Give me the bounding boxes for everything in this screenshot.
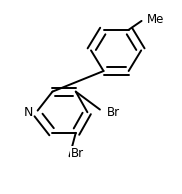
Text: Me: Me (147, 13, 164, 26)
Text: Br: Br (107, 106, 120, 119)
Text: N: N (23, 106, 33, 119)
Text: Br: Br (71, 147, 84, 160)
